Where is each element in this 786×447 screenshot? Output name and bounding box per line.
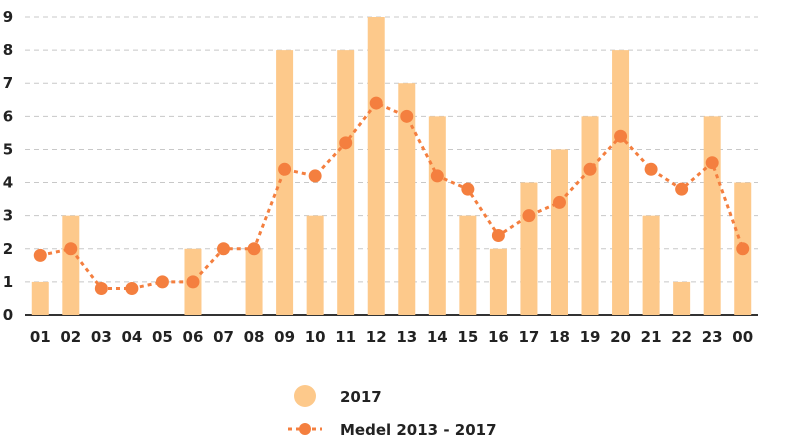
bar (673, 281, 691, 315)
y-tick-label: 7 (3, 74, 13, 92)
line-point (339, 136, 353, 150)
bar (337, 50, 355, 315)
x-tick-label: 22 (671, 328, 692, 346)
bar-series (31, 17, 752, 315)
y-tick-label: 2 (3, 240, 13, 258)
y-axis-ticks: 0 1 2 3 4 5 6 7 8 9 (3, 8, 13, 324)
legend-label-medel: Medel 2013 - 2017 (340, 421, 497, 439)
line-point (705, 156, 719, 170)
bar (31, 281, 49, 315)
x-tick-label: 18 (549, 328, 570, 346)
x-tick-label: 06 (183, 328, 204, 346)
bar (550, 149, 568, 315)
x-tick-label: 09 (274, 328, 295, 346)
line-point (247, 242, 261, 256)
bar (581, 116, 599, 315)
line-point (33, 248, 47, 262)
line-point (736, 242, 750, 256)
x-axis-ticks: 01 02 03 04 05 06 07 08 09 10 11 12 13 14 15 16 17 18 19 20… (30, 328, 753, 346)
x-tick-label: 15 (457, 328, 478, 346)
y-tick-label: 9 (3, 8, 13, 26)
line-point (308, 169, 322, 183)
bar (489, 248, 507, 315)
line-point (217, 242, 231, 256)
y-tick-label: 4 (3, 174, 13, 192)
y-tick-label: 0 (3, 306, 13, 324)
x-tick-label: 04 (121, 328, 142, 346)
y-tick-label: 6 (3, 107, 13, 125)
bar (367, 17, 385, 315)
x-tick-label: 17 (519, 328, 540, 346)
line-point (552, 195, 566, 209)
x-tick-label: 02 (60, 328, 81, 346)
bar (428, 116, 446, 315)
x-tick-label: 11 (335, 328, 356, 346)
x-tick-label: 23 (702, 328, 723, 346)
line-point (614, 129, 628, 143)
line-point (430, 169, 444, 183)
series-line (39, 101, 745, 291)
bar (612, 50, 630, 315)
x-tick-label: 00 (732, 328, 753, 346)
x-tick-label: 01 (30, 328, 51, 346)
x-tick-label: 05 (152, 328, 173, 346)
y-tick-label: 8 (3, 41, 13, 59)
bar (306, 215, 324, 315)
legend-line-marker (299, 423, 311, 435)
legend-label-2017: 2017 (340, 388, 382, 406)
bar (459, 215, 477, 315)
line-point (491, 229, 505, 243)
line-point (94, 282, 108, 296)
line-point (583, 162, 597, 176)
bar (642, 215, 660, 315)
y-tick-label: 5 (3, 140, 13, 158)
x-tick-label: 14 (427, 328, 448, 346)
bar (245, 248, 263, 315)
line-point (522, 209, 536, 223)
line-point (644, 162, 658, 176)
x-tick-label: 20 (610, 328, 631, 346)
x-tick-label: 10 (305, 328, 326, 346)
line-point (64, 242, 78, 256)
line-point (400, 109, 414, 123)
line-point (369, 96, 383, 110)
line-point (125, 282, 139, 296)
x-tick-label: 13 (396, 328, 417, 346)
legend: 2017 Medel 2013 - 2017 (288, 385, 497, 439)
bar (520, 182, 538, 315)
x-tick-label: 03 (91, 328, 112, 346)
line-point (461, 182, 475, 196)
gridlines (25, 16, 758, 316)
y-tick-label: 1 (3, 273, 13, 291)
x-tick-label: 21 (641, 328, 662, 346)
line-point (675, 182, 689, 196)
bar (398, 83, 416, 315)
line-point (186, 275, 200, 289)
x-tick-label: 16 (488, 328, 509, 346)
y-tick-label: 3 (3, 207, 13, 225)
x-tick-label: 12 (366, 328, 387, 346)
x-tick-label: 08 (244, 328, 265, 346)
bar (703, 116, 721, 315)
line-series (33, 96, 750, 296)
x-tick-label: 07 (213, 328, 234, 346)
bar (62, 215, 80, 315)
line-point (155, 275, 169, 289)
legend-bar-swatch (294, 385, 316, 407)
bar (276, 50, 294, 315)
x-tick-label: 19 (580, 328, 601, 346)
line-point (278, 162, 292, 176)
